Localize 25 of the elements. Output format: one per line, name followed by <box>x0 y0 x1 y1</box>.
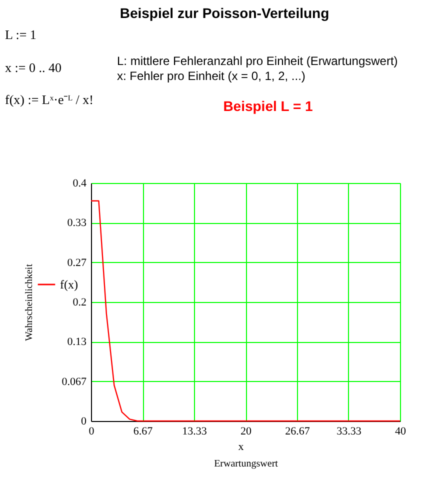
x-axis-title: Erwartungswert <box>214 458 278 470</box>
y-tick-label: 0.27 <box>67 256 87 269</box>
x-tick-label: 13.33 <box>182 426 208 438</box>
legend-label: f(x) <box>60 278 78 292</box>
y-tick-label: 0 <box>81 416 87 428</box>
text: Beispiel L = 1 <box>223 98 314 114</box>
x-tick-label: 33.33 <box>336 426 362 438</box>
y-tick-label: 0.13 <box>67 336 87 348</box>
text: L: mittlere Fehleranzahl pro Einheit (Erwartungswert) <box>117 54 398 68</box>
text: x := 0 .. 40 <box>5 60 62 75</box>
text: x <box>238 441 244 453</box>
text: L := 1 <box>5 27 36 42</box>
x-tick-label: 6.67 <box>133 426 154 438</box>
x-tick-label: 26.67 <box>285 426 310 438</box>
x-tick-label: 40 <box>395 426 406 438</box>
y-tick-label: 0.4 <box>72 178 87 190</box>
y-tick-label: 0.2 <box>72 296 86 308</box>
x-tick-label: 0 <box>88 426 95 438</box>
y-axis-title: Wahrscheinlichkeit <box>24 264 35 341</box>
text: f(x) := Lˣ·e⁻ᴸ / x! <box>5 92 94 107</box>
y-tick-label: 0.33 <box>67 217 87 230</box>
chart-title: Beispiel zur Poisson-Verteilung <box>120 5 330 21</box>
x-tick-label: 20 <box>240 426 252 438</box>
y-tick-label: 0.067 <box>62 376 87 388</box>
text: x: Fehler pro Einheit (x = 0, 1, 2, ...) <box>117 69 306 83</box>
